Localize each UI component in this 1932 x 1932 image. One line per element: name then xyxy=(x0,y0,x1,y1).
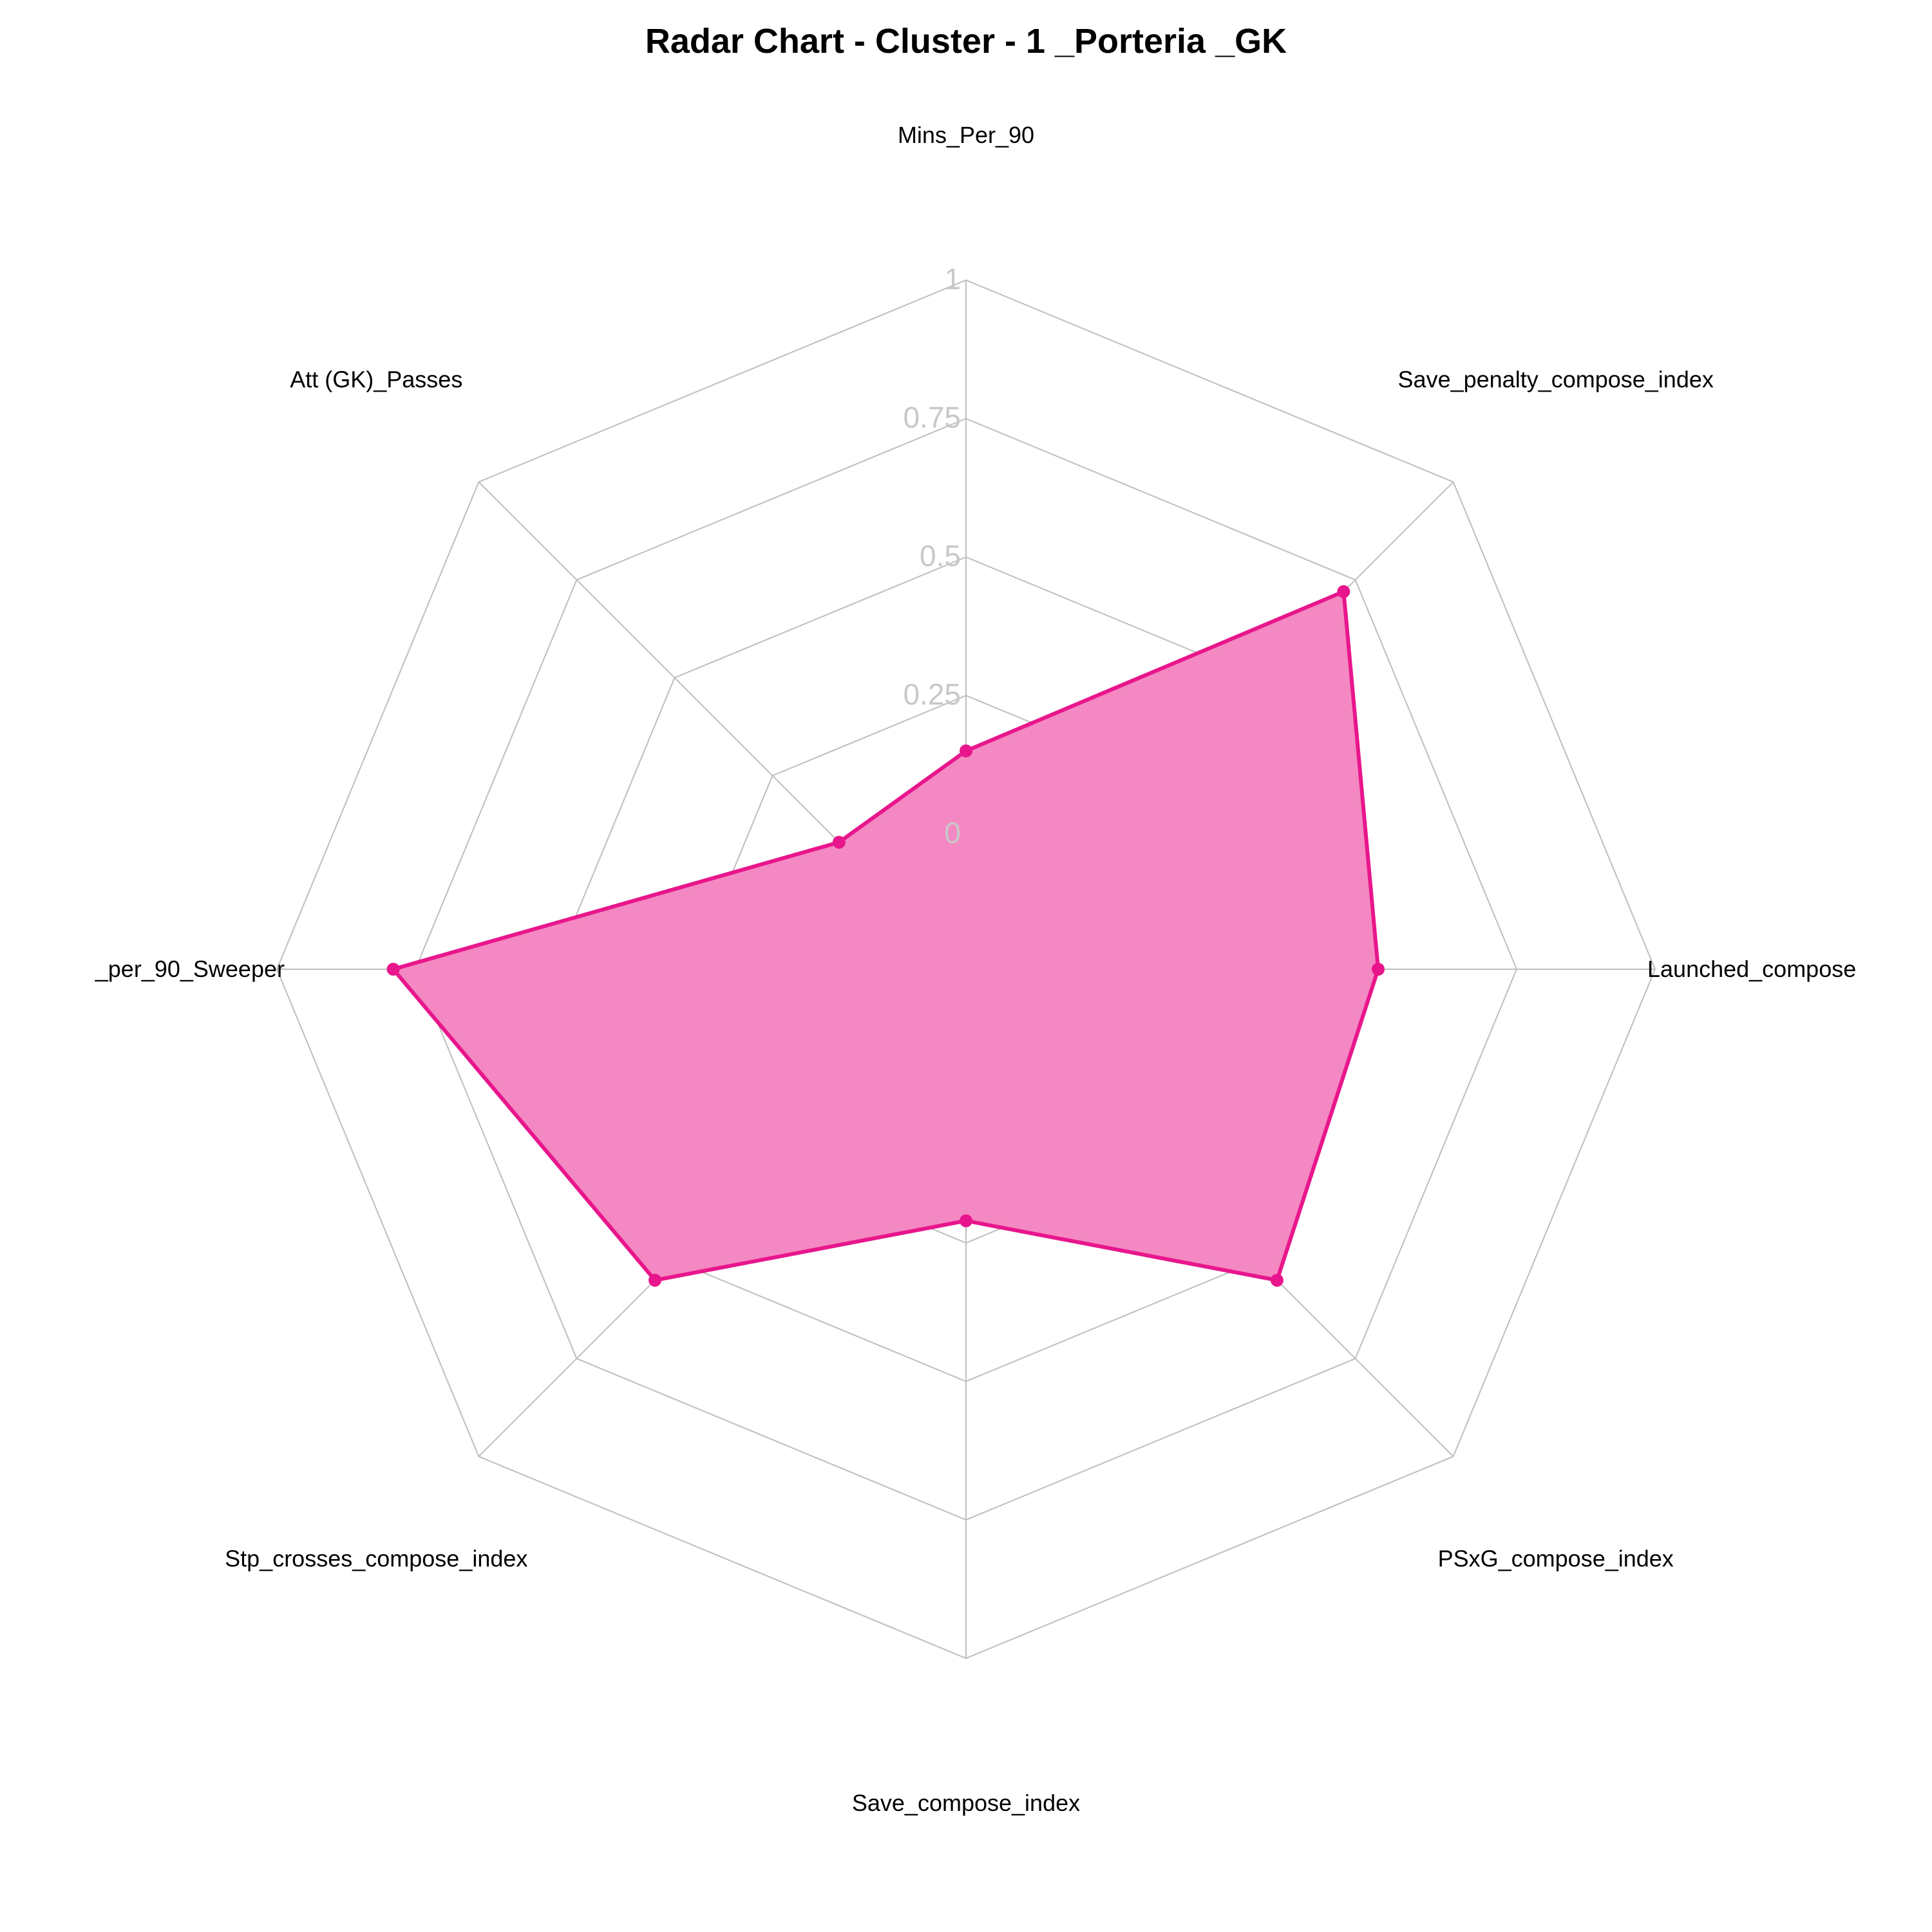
series-point-Save_compose_index xyxy=(960,1214,972,1227)
series-point-PSxG_compose_index xyxy=(1270,1273,1283,1287)
axis-label-7: Att (GK)_Passes xyxy=(290,366,462,392)
series-point-_per_90_Sweeper xyxy=(386,963,400,976)
radar-tick-labels: 0 0.25 0.5 0.75 1 xyxy=(903,262,961,849)
tick-label-4: 1 xyxy=(944,262,961,296)
series-point-Launched_compose xyxy=(1372,963,1385,976)
axis-label-4: Save_compose_index xyxy=(852,1790,1080,1816)
radar-axis-labels: Mins_Per_90 Save_penalty_compose_index Lau… xyxy=(95,122,1856,1816)
axis-label-6: _per_90_Sweeper xyxy=(95,956,285,982)
chart-title: Radar Chart - Cluster - 1 _Porteria _GK xyxy=(645,22,1287,61)
series-point-Att (GK)_Passes xyxy=(832,835,846,849)
axis-label-2: Launched_compose xyxy=(1647,956,1856,982)
series-area-0 xyxy=(391,589,1380,1282)
axis-label-3: PSxG_compose_index xyxy=(1438,1546,1674,1572)
axis-label-0: Mins_Per_90 xyxy=(898,122,1034,148)
axis-label-1: Save_penalty_compose_index xyxy=(1398,366,1714,392)
tick-label-1: 0.25 xyxy=(903,677,961,711)
series-point-Save_penalty_compose_index xyxy=(1337,585,1350,598)
series-point-Stp_crosses_compose_index xyxy=(649,1273,662,1287)
tick-label-2: 0.5 xyxy=(920,539,961,573)
grid-spoke-7 xyxy=(478,481,871,875)
series-point-Mins_Per_90 xyxy=(960,744,972,757)
tick-label-3: 0.75 xyxy=(903,401,961,434)
axis-label-5: Stp_crosses_compose_index xyxy=(225,1546,527,1572)
tick-label-0: 0 xyxy=(944,816,961,849)
radar-series xyxy=(386,585,1385,1287)
